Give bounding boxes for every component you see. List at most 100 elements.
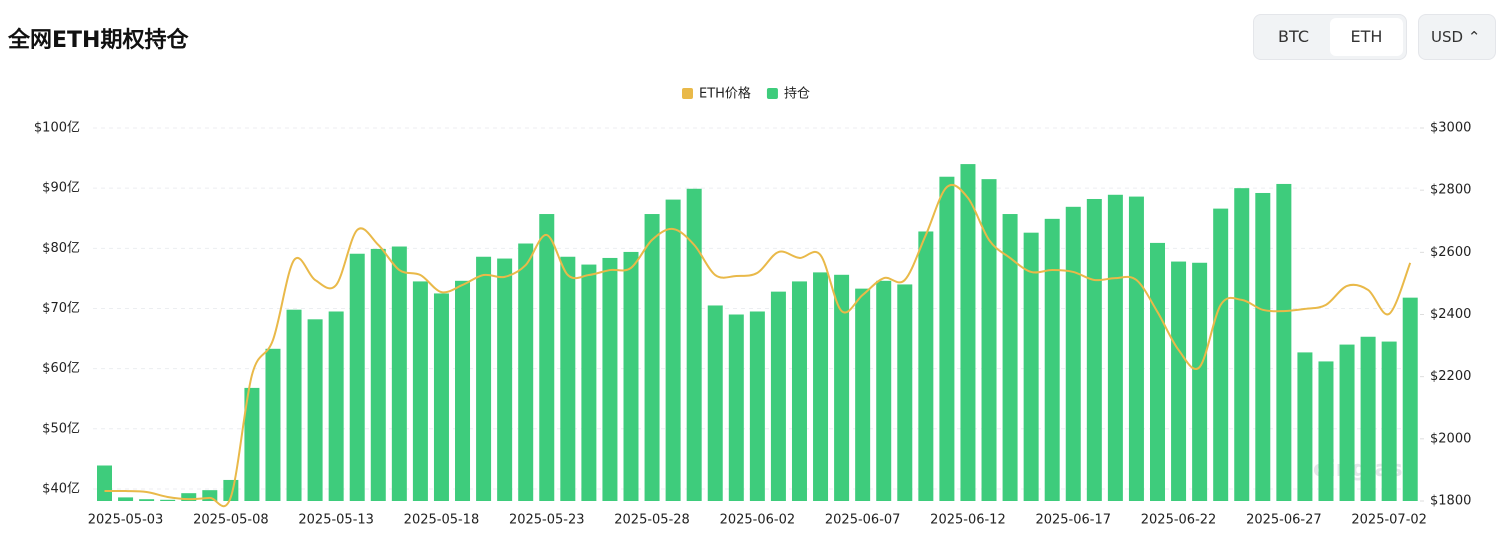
x-tick-label: 2025-06-07 — [825, 513, 901, 528]
bar — [1002, 214, 1018, 501]
bar — [918, 231, 934, 501]
bar — [370, 248, 386, 501]
currency-select[interactable]: USD ⌃ — [1418, 14, 1496, 60]
x-tick-label: 2025-06-12 — [930, 513, 1006, 528]
currency-label: USD — [1431, 28, 1464, 46]
bar — [349, 253, 365, 501]
tab-btc[interactable]: BTC — [1278, 27, 1309, 46]
y-tick-label: $40亿 — [42, 481, 80, 496]
legend-swatch — [766, 88, 778, 99]
y-tick-label: $50亿 — [42, 421, 80, 436]
bar — [707, 305, 723, 501]
y-tick-label: $90亿 — [42, 181, 80, 196]
bar — [1065, 206, 1081, 502]
bar — [1255, 192, 1271, 502]
coin-tabs: BTC ETH — [1253, 14, 1407, 60]
bar — [1360, 336, 1376, 501]
legend-label: 持仓 — [784, 87, 810, 102]
bar — [1339, 344, 1355, 501]
bar — [1213, 208, 1229, 501]
x-tick-label: 2025-05-28 — [614, 513, 690, 528]
y-tick-label: $60亿 — [42, 361, 80, 376]
bar — [328, 311, 344, 501]
page-title: 全网ETH期权持仓 — [8, 28, 189, 53]
x-tick-label: 2025-06-22 — [1141, 513, 1217, 528]
price-line — [104, 183, 1412, 508]
x-tick-label: 2025-05-08 — [193, 513, 269, 528]
bar — [1234, 188, 1250, 501]
y2-tick-label: $2200 — [1430, 369, 1471, 384]
bar — [855, 288, 871, 501]
x-tick-label: 2025-06-02 — [720, 513, 796, 528]
bar — [770, 291, 786, 501]
bar — [791, 281, 807, 501]
bar — [728, 314, 744, 501]
bar — [1276, 183, 1292, 501]
x-tick-label: 2025-06-17 — [1035, 513, 1111, 528]
bar — [1023, 232, 1039, 501]
bar — [518, 243, 534, 501]
bar — [1044, 218, 1060, 501]
y-tick-label: $100亿 — [34, 121, 80, 136]
x-tick-label: 2025-05-03 — [88, 513, 164, 528]
bar — [876, 280, 892, 501]
y2-tick-label: $2800 — [1430, 183, 1471, 198]
x-tick-label: 2025-05-13 — [298, 513, 374, 528]
bar — [476, 256, 492, 501]
bar — [1107, 194, 1123, 501]
bar — [1086, 198, 1102, 501]
watermark: coinglass — [1300, 457, 1416, 482]
x-tick-label: 2025-05-18 — [404, 513, 480, 528]
x-tick-label: 2025-07-02 — [1351, 513, 1427, 528]
bar — [834, 274, 850, 501]
bar — [897, 284, 913, 501]
y2-tick-label: $2000 — [1430, 431, 1471, 446]
tab-eth[interactable]: ETH — [1330, 18, 1403, 56]
bar — [981, 179, 997, 502]
bar — [181, 493, 197, 501]
bar — [118, 497, 134, 501]
bar — [391, 246, 407, 501]
y2-tick-label: $3000 — [1430, 121, 1471, 136]
bar — [412, 281, 428, 501]
y2-tick-label: $2600 — [1430, 245, 1471, 260]
bar — [455, 280, 471, 501]
bar — [265, 348, 281, 501]
bar — [539, 214, 555, 501]
legend-label: ETH价格 — [699, 86, 751, 102]
bar — [602, 257, 618, 501]
bar — [1318, 361, 1334, 501]
bar — [581, 264, 597, 501]
bar — [202, 490, 218, 501]
bar — [1192, 262, 1208, 501]
bar — [97, 465, 112, 501]
bar — [244, 387, 260, 501]
x-tick-label: 2025-06-27 — [1246, 513, 1322, 528]
bar — [939, 176, 955, 501]
bar — [686, 188, 702, 501]
bar — [665, 199, 681, 502]
bar — [307, 319, 323, 501]
bar — [1297, 352, 1313, 501]
bar — [813, 272, 829, 501]
y2-tick-label: $2400 — [1430, 307, 1471, 322]
bar — [960, 164, 976, 501]
bar — [286, 309, 302, 501]
y-tick-label: $70亿 — [42, 301, 80, 316]
bar — [560, 256, 576, 501]
bar — [1150, 242, 1165, 501]
bar — [497, 258, 513, 501]
bar — [623, 251, 639, 501]
bar — [644, 214, 660, 501]
bar — [160, 499, 176, 501]
bar — [433, 293, 449, 501]
bar — [1171, 261, 1187, 501]
bar — [1402, 297, 1418, 501]
x-tick-label: 2025-05-23 — [509, 513, 585, 528]
legend-swatch — [682, 88, 693, 99]
y2-tick-label: $1800 — [1430, 494, 1471, 509]
bar — [1381, 341, 1397, 501]
y-tick-label: $80亿 — [42, 241, 80, 256]
